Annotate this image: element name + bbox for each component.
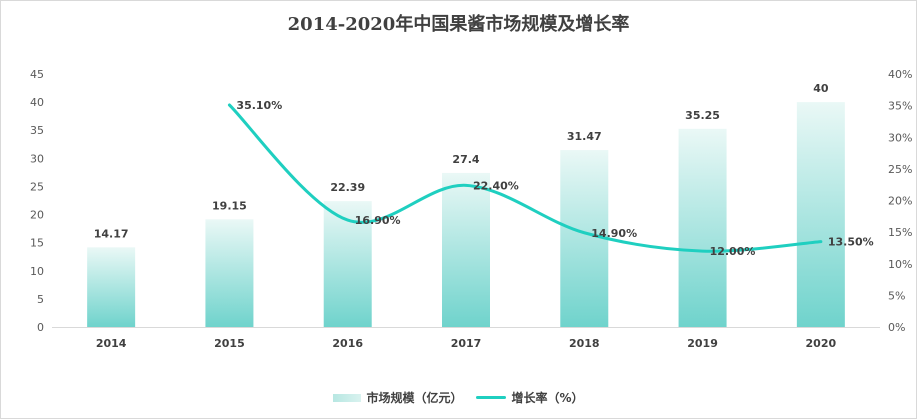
- right-axis: 0% 5% 10% 15% 20% 25% 30% 35% 40%: [888, 68, 912, 334]
- left-tick-label: 10: [30, 265, 44, 278]
- legend-bar-swatch: [333, 393, 362, 402]
- bar-labels: 14.17 19.15 22.39 27.4 31.47 35.25 40: [94, 82, 829, 240]
- bar-data-label: 22.39: [330, 181, 365, 194]
- line-labels: 35.10% 16.90% 22.40% 14.90% 12.00% 13.50%: [236, 99, 873, 258]
- x-tick-label: 2018: [569, 337, 600, 350]
- bar-data-label: 19.15: [212, 199, 247, 212]
- left-tick-label: 25: [30, 180, 44, 193]
- right-tick-label: 20%: [888, 195, 912, 208]
- line-data-label: 22.40%: [473, 179, 519, 192]
- legend-item-growth-rate[interactable]: 增长率（%）: [476, 389, 584, 406]
- line-data-label: 12.00%: [710, 245, 756, 258]
- bar-2015[interactable]: [205, 219, 254, 327]
- left-tick-label: 0: [37, 321, 44, 334]
- x-axis: 2014 2015 2016 2017 2018 2019 2020: [96, 337, 837, 350]
- right-tick-label: 40%: [888, 68, 912, 81]
- line-data-label: 13.50%: [828, 236, 874, 249]
- left-tick-label: 45: [30, 68, 44, 81]
- legend-label-market-size: 市场规模（亿元）: [366, 391, 463, 405]
- left-tick-label: 30: [30, 152, 44, 165]
- right-tick-label: 25%: [888, 163, 912, 176]
- x-tick-label: 2017: [451, 337, 482, 350]
- bar-data-label: 27.4: [452, 153, 479, 166]
- legend-line-swatch: [476, 396, 507, 399]
- line-series: [227, 103, 823, 253]
- left-tick-label: 5: [37, 293, 44, 306]
- bar-2020[interactable]: [796, 102, 845, 327]
- growth-rate-line[interactable]: [227, 103, 823, 253]
- line-data-label: 14.90%: [591, 227, 637, 240]
- bar-data-label: 14.17: [94, 227, 129, 240]
- right-tick-label: 5%: [888, 289, 905, 302]
- right-tick-label: 35%: [888, 100, 912, 113]
- x-tick-label: 2016: [332, 337, 363, 350]
- x-tick-label: 2019: [687, 337, 718, 350]
- right-tick-label: 15%: [888, 226, 912, 239]
- bar-2014[interactable]: [87, 247, 136, 327]
- legend-item-market-size[interactable]: 市场规模（亿元）: [333, 389, 462, 406]
- bar-data-label: 40: [813, 82, 829, 95]
- bar-data-label: 31.47: [567, 130, 602, 143]
- bar-series: [87, 102, 845, 327]
- left-tick-label: 35: [30, 124, 44, 137]
- bar-2018[interactable]: [560, 150, 609, 327]
- bar-2017[interactable]: [442, 172, 490, 327]
- x-tick-label: 2014: [96, 337, 127, 350]
- left-tick-label: 20: [30, 209, 44, 222]
- left-tick-label: 40: [30, 96, 44, 109]
- legend: 市场规模（亿元） 增长率（%）: [0, 389, 917, 406]
- x-tick-label: 2020: [806, 337, 837, 350]
- right-tick-label: 30%: [888, 131, 912, 144]
- left-tick-label: 15: [30, 237, 44, 250]
- right-tick-label: 0%: [888, 321, 905, 334]
- x-tick-label: 2015: [214, 337, 245, 350]
- right-tick-label: 10%: [888, 258, 912, 271]
- line-data-label: 16.90%: [355, 214, 401, 227]
- bar-data-label: 35.25: [685, 109, 720, 122]
- bar-2019[interactable]: [678, 128, 727, 327]
- legend-label-growth-rate: 增长率（%）: [511, 391, 584, 405]
- line-data-label: 35.10%: [236, 99, 282, 112]
- left-axis: 0 5 10 15 20 25 30 35 40 45: [30, 68, 44, 334]
- chart-title: 2014-2020年中国果酱市场规模及增长率: [287, 14, 630, 35]
